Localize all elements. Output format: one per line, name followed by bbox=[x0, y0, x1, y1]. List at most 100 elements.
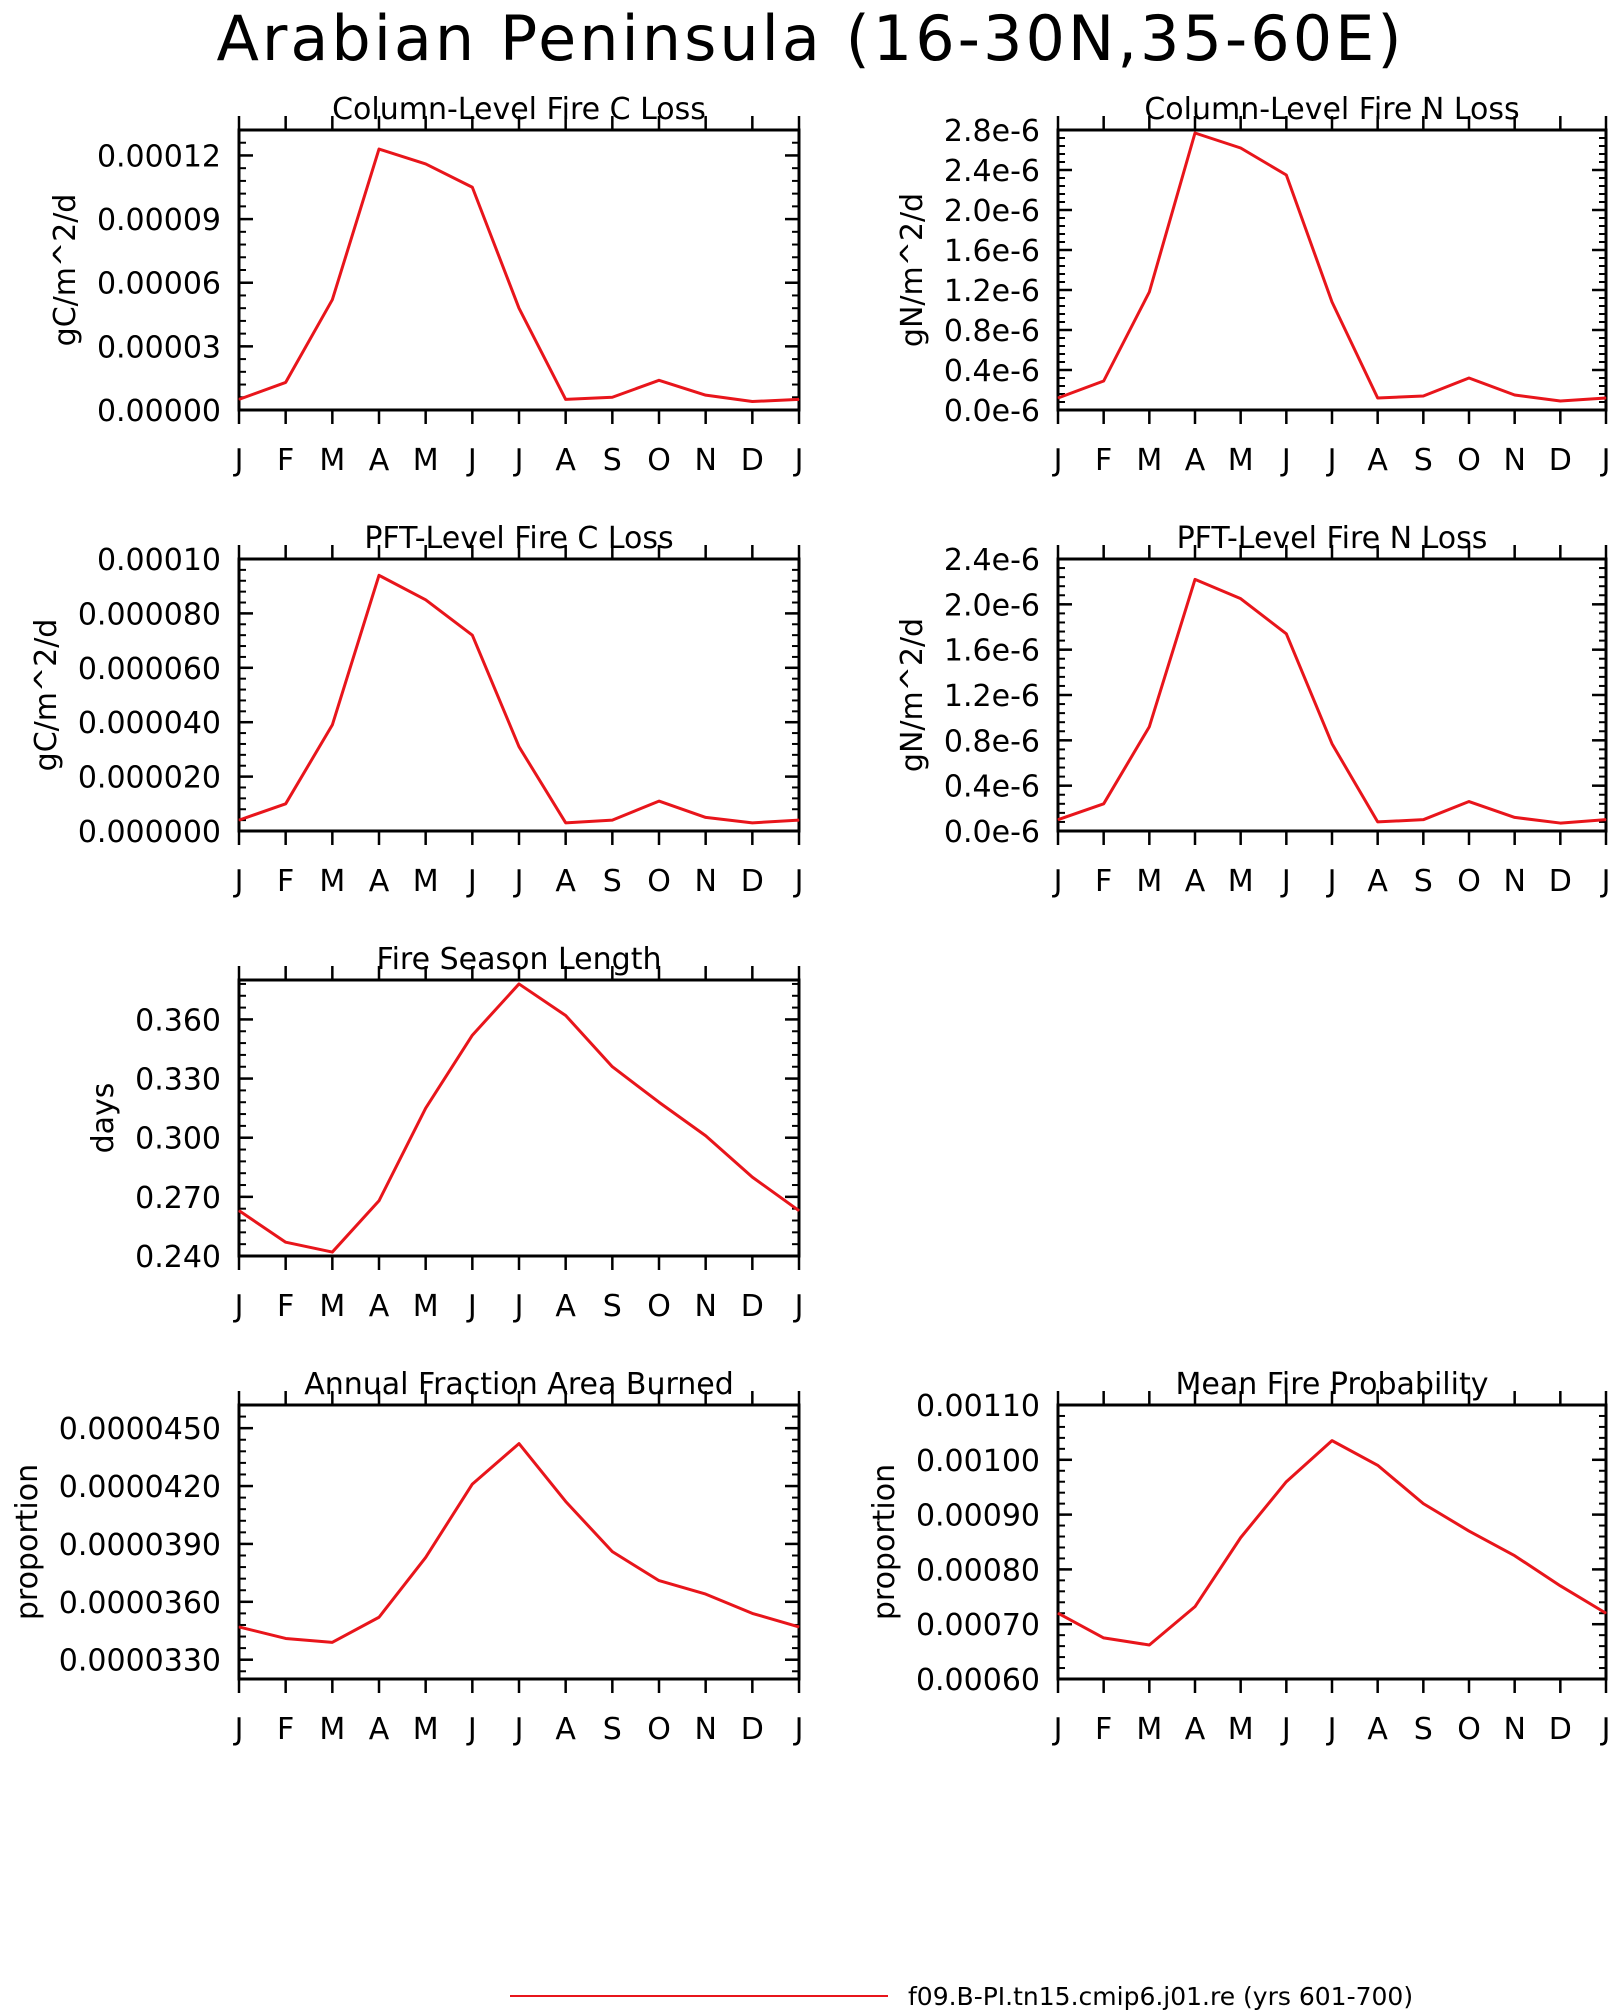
chart-mean-fire-probability: 0.00060 0.00070 0.00080 0.00090 0.00100 0.001… bbox=[867, 1367, 1610, 1747]
x-tick-label: M bbox=[319, 864, 345, 899]
y-tick-label: 0.00006 bbox=[97, 267, 221, 302]
chart-pft-fire-c-loss: 0.000000 0.000020 0.000040 0.000060 0.000080… bbox=[29, 521, 804, 899]
x-tick-label: J bbox=[1052, 443, 1063, 478]
x-tick-label: N bbox=[694, 443, 716, 478]
x-tick-label: J bbox=[793, 1712, 804, 1747]
y-tick-label: 0.00010 bbox=[97, 543, 221, 578]
x-tick-label: M bbox=[1228, 1712, 1254, 1747]
y-tick-label: 0.0000420 bbox=[59, 1470, 221, 1505]
y-tick-label: 0.00000 bbox=[97, 394, 221, 429]
x-tick-label: J bbox=[466, 443, 477, 478]
data-point bbox=[565, 822, 567, 824]
y-tick-label: 0.0000390 bbox=[59, 1528, 221, 1563]
data-point bbox=[705, 816, 707, 818]
x-tick-label: A bbox=[369, 1712, 390, 1747]
x-tick-label: J bbox=[233, 1289, 244, 1324]
data-point bbox=[1057, 1612, 1059, 1614]
y-tick-label: 0.270 bbox=[135, 1181, 221, 1216]
data-point bbox=[1194, 1606, 1196, 1608]
x-tick-label: A bbox=[369, 443, 390, 478]
plot-frame bbox=[237, 978, 801, 1258]
x-tick-label: J bbox=[466, 1289, 477, 1324]
series-line bbox=[238, 982, 800, 1254]
x-tick-label: D bbox=[1549, 864, 1572, 899]
data-point bbox=[658, 1580, 660, 1582]
y-tick-label: 1.6e-6 bbox=[944, 634, 1040, 669]
y-tick-label: 0.0000450 bbox=[59, 1412, 221, 1447]
data-point bbox=[1377, 397, 1379, 399]
y-axis-label: gN/m^2/d bbox=[895, 618, 930, 772]
x-tick-label: S bbox=[603, 1289, 622, 1324]
data-point bbox=[705, 1135, 707, 1137]
x-tick-label: O bbox=[647, 864, 671, 899]
x-tick-label: O bbox=[647, 1289, 671, 1324]
data-point bbox=[1468, 801, 1470, 803]
x-tick-label: F bbox=[277, 864, 294, 899]
data-point bbox=[1057, 819, 1059, 821]
data-point bbox=[331, 724, 333, 726]
y-axis-label: proportion bbox=[10, 1464, 45, 1620]
plot-frame bbox=[237, 1403, 801, 1681]
y-tick-label: 0.000040 bbox=[78, 706, 221, 741]
y-tick-label: 1.2e-6 bbox=[944, 679, 1040, 714]
x-tick-label: J bbox=[233, 864, 244, 899]
y-tick-label: 0.00070 bbox=[916, 1608, 1040, 1643]
x-tick-label: A bbox=[1367, 443, 1388, 478]
x-tick-label: S bbox=[1414, 864, 1433, 899]
data-point bbox=[751, 1612, 753, 1614]
data-point bbox=[1422, 395, 1424, 397]
data-point bbox=[1514, 394, 1516, 396]
y-tick-label: 2.4e-6 bbox=[944, 543, 1040, 578]
x-tick-label: J bbox=[793, 1289, 804, 1324]
y-axis-label: gC/m^2/d bbox=[29, 619, 64, 772]
data-point bbox=[611, 396, 613, 398]
data-point bbox=[518, 307, 520, 309]
x-tick-label: J bbox=[513, 443, 524, 478]
x-tick-label: M bbox=[1136, 443, 1162, 478]
series-line bbox=[238, 147, 800, 404]
data-point bbox=[1514, 1555, 1516, 1557]
y-tick-label: 0.8e-6 bbox=[944, 724, 1040, 759]
y-tick-label: 0.0e-6 bbox=[944, 815, 1040, 850]
x-tick-label: A bbox=[555, 1289, 576, 1324]
y-tick-label: 0.000020 bbox=[78, 761, 221, 796]
data-point bbox=[1240, 147, 1242, 149]
x-tick-label: J bbox=[793, 443, 804, 478]
x-tick-label: N bbox=[1503, 864, 1525, 899]
y-tick-label: 2.0e-6 bbox=[944, 194, 1040, 229]
y-tick-label: 0.8e-6 bbox=[944, 314, 1040, 349]
x-tick-label: A bbox=[1185, 443, 1206, 478]
x-tick-label: J bbox=[1280, 1712, 1291, 1747]
y-axis-label: proportion bbox=[867, 1464, 902, 1620]
x-tick-label: A bbox=[555, 443, 576, 478]
x-tick-label: S bbox=[1414, 1712, 1433, 1747]
y-tick-label: 0.00003 bbox=[97, 330, 221, 365]
data-point bbox=[238, 819, 240, 821]
data-point bbox=[378, 574, 380, 576]
x-tick-label: N bbox=[694, 864, 716, 899]
x-tick-label: M bbox=[319, 443, 345, 478]
x-tick-label: S bbox=[603, 864, 622, 899]
chart-title: Annual Fraction Area Burned bbox=[304, 1367, 734, 1402]
y-tick-label: 0.00110 bbox=[916, 1389, 1040, 1424]
x-tick-label: S bbox=[603, 443, 622, 478]
data-point bbox=[471, 634, 473, 636]
data-point bbox=[238, 1626, 240, 1628]
legend-line-swatch bbox=[510, 1995, 888, 1997]
x-tick-label: F bbox=[277, 1289, 294, 1324]
x-tick-label: D bbox=[741, 1712, 764, 1747]
y-tick-label: 0.0000330 bbox=[59, 1644, 221, 1679]
data-point bbox=[1559, 822, 1561, 824]
legend: f09.B-PI.tn15.cmip6.j01.re (yrs 601-700) bbox=[510, 1982, 1510, 2011]
data-point bbox=[1422, 819, 1424, 821]
x-tick-label: J bbox=[513, 1289, 524, 1324]
x-tick-label: N bbox=[694, 1289, 716, 1324]
data-point bbox=[1514, 816, 1516, 818]
x-tick-label: F bbox=[1095, 443, 1112, 478]
x-tick-label: D bbox=[741, 443, 764, 478]
data-point bbox=[658, 800, 660, 802]
chart-annual-fraction-area-burned: 0.0000330 0.0000360 0.0000390 0.0000420 0.00… bbox=[10, 1367, 804, 1747]
x-tick-label: O bbox=[647, 1712, 671, 1747]
x-tick-label: J bbox=[1600, 443, 1611, 478]
